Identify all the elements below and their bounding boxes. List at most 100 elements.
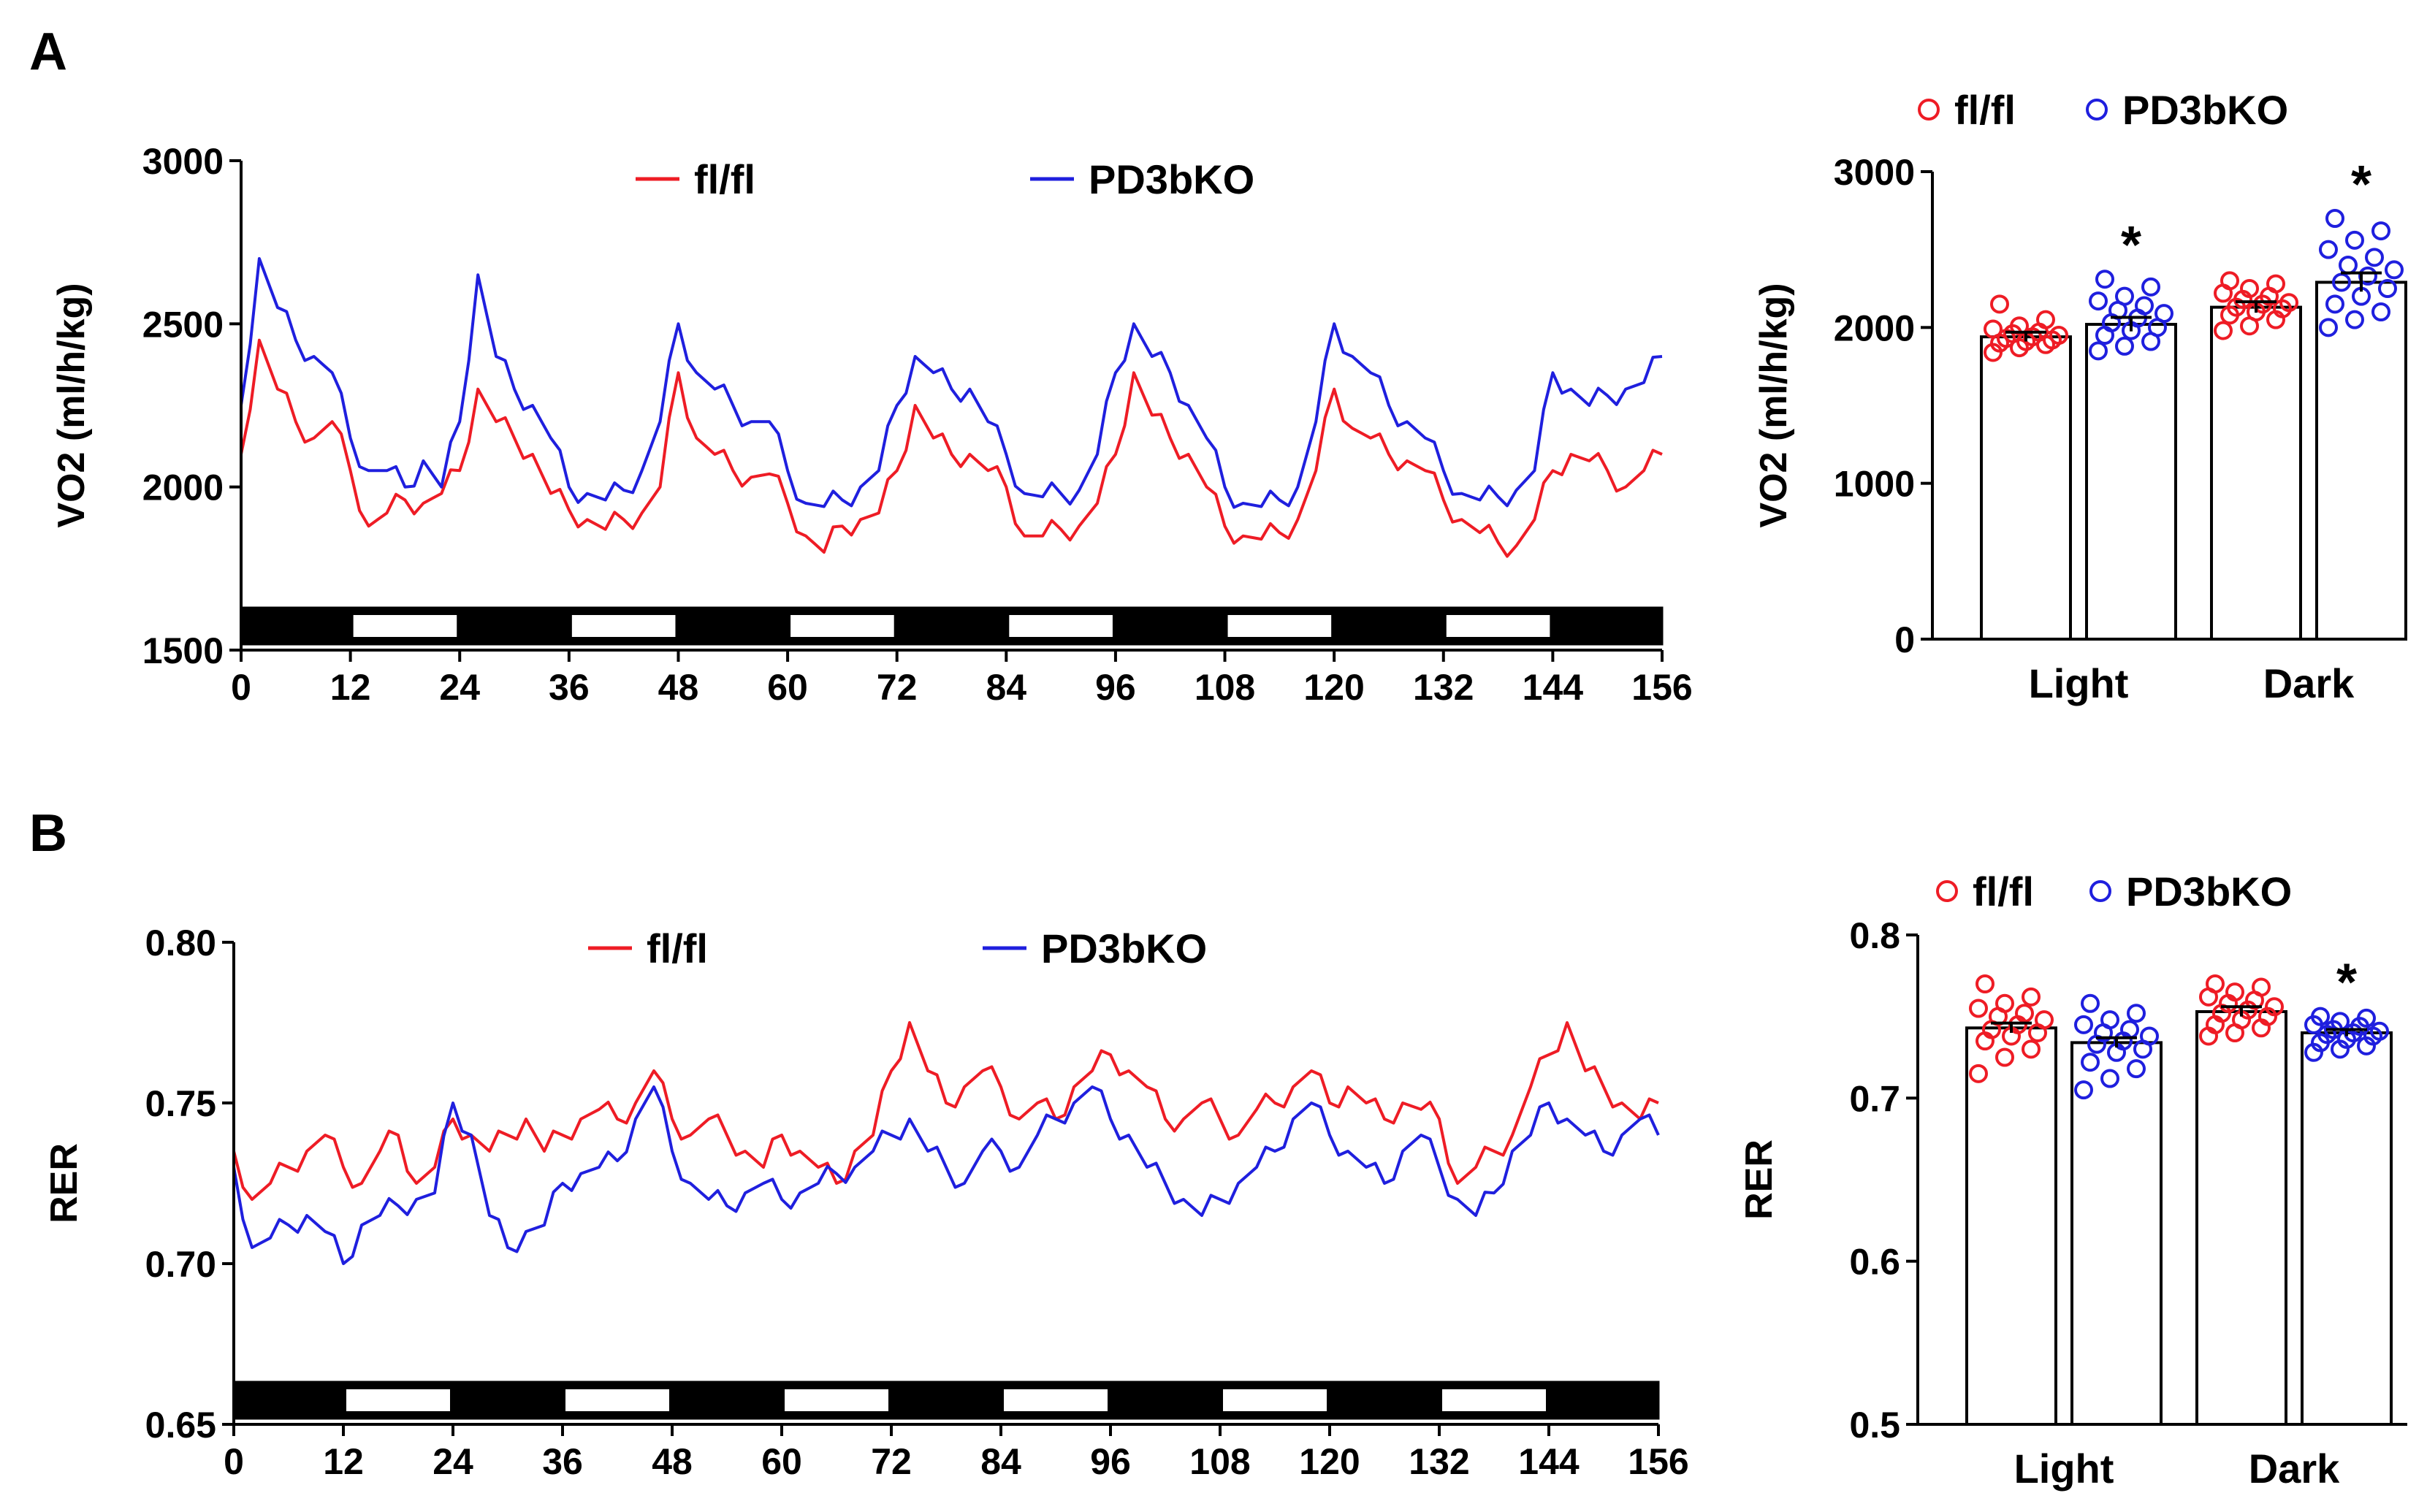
vo2-time-light-period-1	[571, 615, 676, 637]
vo2-bar-point-light-pd3bko	[2115, 286, 2134, 306]
vo2-bar-point-dark-flfl	[2220, 271, 2239, 291]
vo2-bar-point-light-pd3bko	[2135, 296, 2154, 316]
rer-bar-category-label-light: Light	[2014, 1446, 2114, 1492]
rer-bar-point-dark-flfl	[2206, 974, 2225, 993]
rer-bar-point-dark-flfl	[2225, 982, 2244, 1002]
vo2-time-y-tick-label: 3000	[142, 141, 224, 182]
rer-bar-point-light-flfl	[2022, 1039, 2041, 1059]
panel-letter-b: B	[29, 804, 67, 863]
rer-time-x-tick-label: 24	[433, 1441, 473, 1482]
vo2-time-y-axis-label: VO2 (ml/h/kg)	[50, 283, 93, 527]
rer-bar-point-light-pd3bko	[2127, 1059, 2146, 1079]
vo2-time-x-tick-label: 36	[549, 667, 590, 708]
rer-bar-point-dark-pd3bko	[2311, 1007, 2330, 1026]
vo2-bar-point-dark-pd3bko	[2325, 294, 2344, 314]
vo2-time-x-tick-label: 120	[1303, 667, 1364, 708]
rer-bar-point-dark-flfl	[2252, 977, 2271, 997]
rer-time-light-period-1	[565, 1389, 669, 1411]
rer-time-x-tick-label: 84	[980, 1441, 1021, 1482]
vo2-bar-bar-light-flfl	[1980, 335, 2072, 641]
rer-bar-bar-dark-pd3bko	[2301, 1031, 2393, 1426]
vo2-time-legend-label-flfl: fl/fl	[694, 156, 755, 202]
rer-time-y-tick-label: 0.70	[145, 1244, 216, 1285]
rer-bar-point-light-flfl	[1969, 1064, 1988, 1083]
vo2-bar-point-dark-flfl	[2240, 279, 2259, 298]
vo2-time-x-tick-label: 0	[231, 667, 251, 708]
vo2-time-y-tick-label: 2500	[142, 304, 224, 345]
vo2-bar-point-dark-pd3bko	[2325, 209, 2344, 228]
rer-bar-point-dark-pd3bko	[2357, 1008, 2376, 1028]
rer-time-x-tick-label: 60	[761, 1441, 802, 1482]
rer-time-x-tick-label: 36	[542, 1441, 583, 1482]
vo2-bar-point-dark-pd3bko	[2385, 260, 2404, 280]
vo2-time-x-tick-label: 60	[767, 667, 808, 708]
rer-bar-y-tick-label: 0.8	[1849, 915, 1900, 956]
rer-time-x-tick-label: 48	[652, 1441, 693, 1482]
rer-bar-point-light-flfl	[2035, 1010, 2054, 1030]
rer-bar-point-light-pd3bko	[2100, 1010, 2119, 1030]
rer-bar-point-light-flfl	[1969, 999, 1988, 1018]
rer-time-x-tick-label: 108	[1189, 1441, 1250, 1482]
vo2-time-x-tick-label: 84	[986, 667, 1026, 708]
vo2-timecourse-chart: 1500 2000 2500 3000 0 12 24 36 48 60 72 84 96 108 120 1…	[50, 141, 1693, 708]
rer-time-dark-bar	[232, 1381, 1660, 1420]
rer-time-y-tick-label: 0.65	[145, 1405, 216, 1446]
rer-timecourse-chart: 0.65 0.70 0.75 0.80 0 12 24 36 48 60 72 84 96 108 120 1…	[43, 923, 1689, 1482]
vo2-bar-point-dark-flfl	[2214, 321, 2233, 340]
rer-time-y-tick-label: 0.75	[145, 1083, 216, 1124]
vo2-bar-y-tick-label: 3000	[1834, 152, 1915, 193]
vo2-bar-point-light-pd3bko	[2141, 277, 2160, 297]
vo2-bar-point-light-pd3bko	[2095, 270, 2114, 289]
rer-bar-point-light-pd3bko	[2074, 1080, 2093, 1100]
rer-time-light-period-5	[1442, 1389, 1546, 1411]
vo2-bar-point-light-flfl	[1990, 294, 2009, 314]
rer-time-x-tick-label: 120	[1299, 1441, 1360, 1482]
rer-bar-legend-marker-flfl	[1936, 880, 1958, 902]
vo2-bar-point-light-pd3bko	[2089, 291, 2108, 311]
rer-bar-bar-light-flfl	[1965, 1026, 2057, 1427]
rer-time-light-period-4	[1223, 1389, 1327, 1411]
vo2-bar-legend-label-flfl: fl/fl	[1954, 87, 2016, 133]
vo2-bar-point-light-flfl	[2049, 326, 2068, 345]
panel-letter-a: A	[29, 23, 67, 81]
vo2-time-series-pd3bko	[240, 257, 1663, 509]
vo2-time-x-tick-label: 96	[1095, 667, 1136, 708]
rer-bar-point-light-pd3bko	[2127, 1004, 2146, 1023]
vo2-bar-bar-dark-pd3bko	[2315, 280, 2407, 641]
rer-time-x-tick-label: 72	[871, 1441, 912, 1482]
vo2-bar-y-tick-label: 2000	[1834, 308, 1915, 348]
vo2-bar-point-dark-flfl	[2266, 274, 2285, 294]
rer-time-series-pd3bko	[232, 1085, 1660, 1265]
vo2-time-x-tick-label: 156	[1631, 667, 1692, 708]
vo2-bar-significance-star: *	[2121, 216, 2141, 275]
vo2-bar-y-tick-label: 1000	[1834, 464, 1915, 505]
vo2-bar-point-dark-pd3bko	[2365, 248, 2384, 267]
vo2-bar-point-light-flfl	[2010, 316, 2029, 336]
rer-bar-y-tick-label: 0.7	[1849, 1078, 1900, 1119]
vo2-bar-point-dark-pd3bko	[2371, 302, 2390, 321]
rer-time-series-flfl	[232, 1021, 1659, 1201]
vo2-bar-point-dark-pd3bko	[2339, 256, 2358, 275]
rer-time-y-tick-label: 0.80	[145, 923, 216, 963]
rer-bar-point-light-pd3bko	[2081, 1053, 2100, 1072]
vo2-bar-bar-light-pd3bko	[2085, 323, 2177, 641]
rer-bar-bar-dark-flfl	[2195, 1009, 2287, 1426]
vo2-bar-y-axis-label: VO2 (ml/h/kg)	[1753, 283, 1795, 527]
rer-time-legend-label-flfl: fl/fl	[647, 925, 708, 971]
vo2-time-light-period-5	[1446, 615, 1550, 637]
vo2-bar-legend-marker-pd3bko	[2086, 99, 2108, 121]
rer-time-light-period-0	[346, 1389, 450, 1411]
vo2-bar-category-label-dark: Dark	[2263, 660, 2355, 706]
vo2-time-light-period-2	[790, 615, 894, 637]
vo2-time-x-tick-label: 24	[439, 667, 480, 708]
rer-bar-point-light-flfl	[1995, 1047, 2014, 1067]
rer-bar-point-dark-flfl	[2265, 997, 2284, 1017]
vo2-time-x-tick-label: 144	[1523, 667, 1584, 708]
vo2-time-y-tick-label: 1500	[142, 630, 224, 671]
vo2-bar-legend-marker-flfl	[1918, 99, 1940, 121]
rer-time-light-period-3	[1004, 1389, 1108, 1411]
vo2-bar-point-dark-pd3bko	[2378, 279, 2397, 298]
vo2-bar-point-dark-pd3bko	[2319, 240, 2338, 259]
vo2-bar-category-label-light: Light	[2029, 660, 2129, 706]
